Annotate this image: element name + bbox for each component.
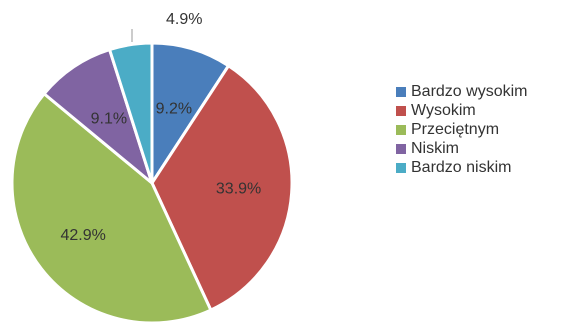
legend-label-3: Niskim bbox=[411, 140, 459, 157]
pie-slices bbox=[10, 41, 294, 325]
legend-label-4: Bardzo niskim bbox=[411, 159, 511, 176]
slice-label-4: 4.9% bbox=[166, 11, 202, 28]
legend-swatch-0 bbox=[396, 87, 406, 97]
legend-swatch-3 bbox=[396, 144, 406, 154]
slice-label-2: 42.9% bbox=[61, 227, 106, 244]
legend: Bardzo wysokim Wysokim Przeciętnym Niskim Ba… bbox=[396, 83, 527, 176]
pie-slice-1 bbox=[150, 64, 294, 312]
slice-labels: 9.2% 33.9% 42.9% 9.1% 4.9% bbox=[61, 11, 262, 244]
legend-label-2: Przeciętnym bbox=[411, 121, 499, 138]
legend-swatch-1 bbox=[396, 106, 406, 116]
legend-label-1: Wysokim bbox=[411, 102, 476, 119]
slice-label-1: 33.9% bbox=[216, 181, 261, 198]
legend-label-0: Bardzo wysokim bbox=[411, 83, 527, 100]
pie-slice-3 bbox=[42, 48, 154, 185]
slice-label-3: 9.1% bbox=[91, 110, 127, 127]
pie-slice-2 bbox=[10, 92, 213, 325]
legend-swatch-4 bbox=[396, 163, 406, 173]
legend-swatch-2 bbox=[396, 125, 406, 135]
slice-label-0: 9.2% bbox=[156, 100, 192, 117]
pie-slice-0 bbox=[150, 41, 230, 185]
pie-slice-4 bbox=[108, 41, 154, 185]
